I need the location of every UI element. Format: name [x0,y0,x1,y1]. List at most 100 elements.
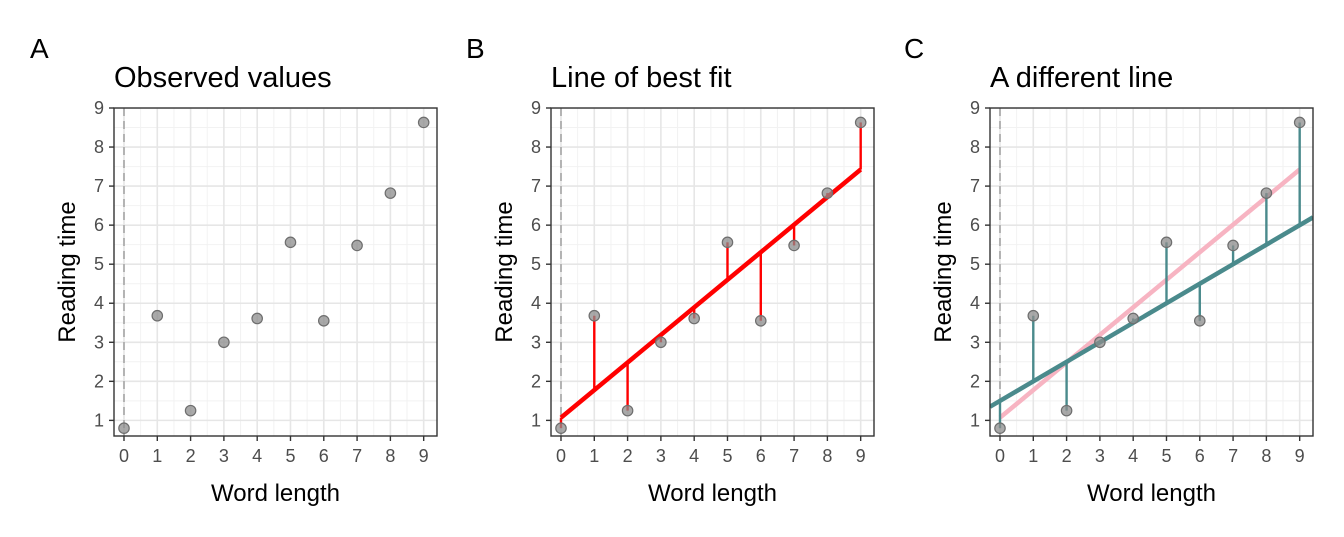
x-tick-label: 9 [1295,446,1305,466]
data-point [555,422,567,434]
x-tick-label: 6 [1195,446,1205,466]
data-point [621,404,634,417]
data-point [251,312,263,325]
data-point [1060,404,1073,417]
x-tick-label: 9 [419,446,429,466]
data-point [1260,187,1273,199]
y-tick-label: 7 [970,176,980,196]
x-tick-label: 7 [1228,446,1238,466]
data-point [821,187,834,199]
x-tick-label: 0 [556,446,566,466]
x-tick-label: 3 [1095,446,1105,466]
data-point [994,422,1006,434]
plot-area [990,108,1313,436]
plot-area [114,108,437,436]
x-tick-label: 8 [822,446,832,466]
data-point [1293,116,1306,129]
y-axis-title: Reading time [930,201,957,342]
x-tick-label: 3 [219,446,229,466]
data-point [588,309,601,322]
y-tick-label: 4 [970,293,980,313]
x-tick-label: 1 [152,446,162,466]
panel-letter: C [904,33,924,64]
y-tick-label: 5 [970,254,980,274]
data-point [317,315,330,327]
y-tick-label: 8 [970,137,980,157]
y-tick-label: 9 [970,98,980,118]
data-point [151,309,164,322]
panel-border [550,107,875,437]
x-tick-label: 7 [789,446,799,466]
fit-line [559,167,863,420]
y-tick-label: 8 [531,137,541,157]
y-tick-label: 5 [94,254,104,274]
x-tick-label: 6 [756,446,766,466]
panel-border [989,107,1314,437]
y-tick-label: 1 [970,410,980,430]
x-tick-label: 5 [722,446,732,466]
x-tick-label: 9 [856,446,866,466]
x-tick-label: 0 [119,446,129,466]
y-tick-label: 6 [94,215,104,235]
y-tick-label: 7 [531,176,541,196]
data-point [1227,239,1239,252]
x-tick-label: 5 [285,446,295,466]
x-tick-label: 1 [1028,446,1038,466]
y-tick-label: 5 [531,254,541,274]
data-point [184,404,197,417]
data-point [1127,312,1139,325]
data-point [754,315,767,327]
x-tick-label: 2 [186,446,196,466]
x-tick-label: 4 [1128,446,1138,466]
y-tick-label: 4 [94,293,104,313]
panel-border [113,107,438,437]
x-axis-title: Word length [648,480,777,507]
x-tick-label: 8 [1261,446,1271,466]
y-tick-label: 3 [531,332,541,352]
panel-letter: B [466,33,485,64]
data-point [1094,336,1106,349]
x-tick-label: 2 [1062,446,1072,466]
y-tick-label: 4 [531,293,541,313]
data-point [688,312,700,325]
y-tick-label: 9 [531,98,541,118]
data-point [384,187,397,199]
panel-title: A different line [990,62,1173,94]
data-point [1160,236,1173,249]
data-point [118,422,130,434]
x-tick-label: 3 [656,446,666,466]
y-axis-title: Reading time [54,201,81,342]
x-tick-label: 6 [319,446,329,466]
data-point [1027,309,1040,322]
data-point [284,236,297,249]
panel-title: Observed values [114,62,332,94]
alternative-line [990,215,1313,409]
x-tick-label: 4 [252,446,262,466]
y-tick-label: 1 [94,410,104,430]
x-axis-title: Word length [1087,480,1216,507]
y-tick-label: 2 [94,371,104,391]
data-point [218,336,230,349]
data-point [788,239,800,252]
x-tick-label: 4 [689,446,699,466]
data-point [854,116,867,129]
y-tick-label: 8 [94,137,104,157]
y-tick-label: 1 [531,410,541,430]
data-point [1193,315,1206,327]
x-tick-label: 7 [352,446,362,466]
best-fit-line [998,167,1302,420]
y-tick-label: 9 [94,98,104,118]
y-tick-label: 6 [970,215,980,235]
y-axis-title: Reading time [491,201,518,342]
x-tick-label: 8 [385,446,395,466]
panel-title: Line of best fit [551,62,732,94]
data-point [655,336,667,349]
panel-letter: A [30,33,49,64]
data-point [351,239,363,252]
plot-background [114,108,437,436]
y-tick-label: 6 [531,215,541,235]
x-tick-label: 0 [995,446,1005,466]
